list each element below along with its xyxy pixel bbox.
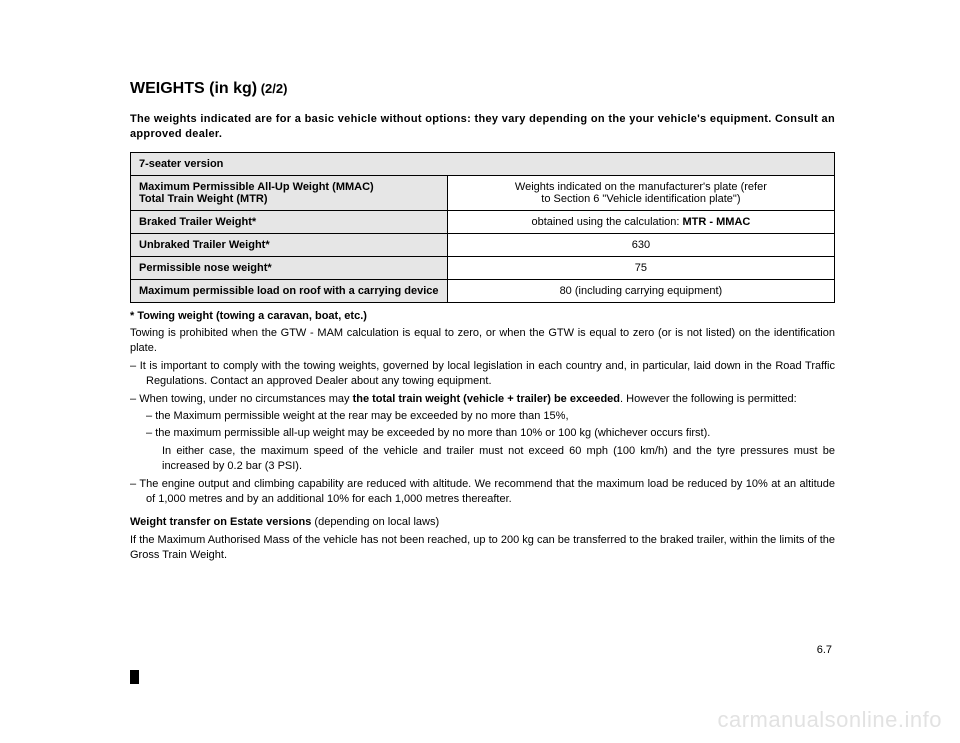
towing-heading-text: * Towing weight (towing a caravan, boat,… — [130, 310, 367, 322]
cell-text: Maximum Permissible All-Up Weight (MMAC)… — [139, 181, 374, 205]
weight-transfer-paragraph: If the Maximum Authorised Mass of the ve… — [130, 533, 835, 564]
intro-text: The weights indicated are for a basic ve… — [130, 112, 835, 142]
list-tail: In either case, the maximum speed of the… — [130, 444, 835, 475]
note-list: It is important to comply with the towin… — [130, 359, 835, 407]
wt-heading-text: Weight transfer on Estate versions — [130, 516, 311, 528]
table-label-cell: Permissible nose weight* — [131, 256, 448, 279]
table-label-cell: Braked Trailer Weight* — [131, 210, 448, 233]
table-row: Permissible nose weight* 75 — [131, 256, 835, 279]
page-content: WEIGHTS (in kg) (2/2) The weights indica… — [130, 80, 835, 566]
title-main: WEIGHTS (in kg) — [130, 80, 257, 97]
table-row: Braked Trailer Weight* obtained using th… — [131, 210, 835, 233]
table-value-cell: 630 — [447, 233, 834, 256]
table-value-cell: Weights indicated on the manufacturer's … — [447, 175, 834, 210]
table-label-cell: Unbraked Trailer Weight* — [131, 233, 448, 256]
list-item: The engine output and climbing capabilit… — [130, 477, 835, 508]
table-value-cell: 75 — [447, 256, 834, 279]
note-list: The engine output and climbing capabilit… — [130, 477, 835, 508]
title-sub: (2/2) — [257, 81, 287, 96]
table-row: Maximum Permissible All-Up Weight (MMAC)… — [131, 175, 835, 210]
table-value-cell: obtained using the calculation: MTR - MM… — [447, 210, 834, 233]
table-label-cell: Maximum Permissible All-Up Weight (MMAC)… — [131, 175, 448, 210]
li-text: . However the following is permitted: — [620, 393, 797, 405]
cell-text: Weights indicated on the manufacturer's … — [515, 181, 767, 205]
weight-transfer-heading: Weight transfer on Estate versions (depe… — [130, 515, 835, 530]
cell-text-bold: MTR - MMAC — [683, 216, 751, 228]
notes-block: * Towing weight (towing a caravan, boat,… — [130, 309, 835, 564]
list-item: It is important to comply with the towin… — [130, 359, 835, 390]
cell-text: obtained using the calculation: — [531, 216, 682, 228]
list-item: the Maximum permissible weight at the re… — [130, 409, 835, 424]
table-header-cell: 7-seater version — [131, 152, 835, 175]
table-row: Unbraked Trailer Weight* 630 — [131, 233, 835, 256]
table-row: 7-seater version — [131, 152, 835, 175]
wt-heading-post: (depending on local laws) — [311, 516, 439, 528]
table-row: Maximum permissible load on roof with a … — [131, 279, 835, 302]
page-number: 6.7 — [817, 644, 832, 656]
list-item: When towing, under no circumstances may … — [130, 392, 835, 407]
page-title: WEIGHTS (in kg) (2/2) — [130, 80, 835, 98]
li-text-bold: the total train weight (vehicle + traile… — [353, 393, 620, 405]
note-sublist: the Maximum permissible weight at the re… — [130, 409, 835, 442]
table-value-cell: 80 (including carrying equipment) — [447, 279, 834, 302]
weights-table: 7-seater version Maximum Permissible All… — [130, 152, 835, 303]
towing-heading: * Towing weight (towing a caravan, boat,… — [130, 309, 835, 324]
table-label-cell: Maximum permissible load on roof with a … — [131, 279, 448, 302]
watermark-text: carmanualsonline.info — [717, 707, 942, 733]
li-text: When towing, under no circumstances may — [139, 393, 352, 405]
list-item: the maximum permissible all-up weight ma… — [130, 426, 835, 441]
page-marker-icon — [130, 670, 139, 684]
towing-paragraph: Towing is prohibited when the GTW - MAM … — [130, 326, 835, 357]
